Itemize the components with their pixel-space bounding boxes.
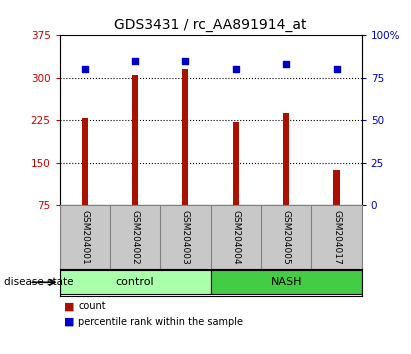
Bar	[182, 69, 189, 205]
Text: NASH: NASH	[270, 277, 302, 287]
Text: GSM204004: GSM204004	[231, 210, 240, 265]
Text: percentile rank within the sample: percentile rank within the sample	[78, 317, 243, 327]
Text: ■: ■	[64, 301, 74, 311]
Text: count: count	[78, 301, 106, 311]
Point	[182, 58, 189, 64]
Point	[132, 58, 139, 64]
Text: control: control	[116, 277, 155, 287]
Text: GSM204001: GSM204001	[80, 210, 89, 265]
Point	[333, 67, 340, 72]
Bar	[132, 75, 138, 205]
Text: GSM204017: GSM204017	[332, 210, 341, 265]
Bar	[82, 118, 88, 205]
Bar	[210, 270, 362, 294]
Text: GSM204005: GSM204005	[282, 210, 291, 265]
Point	[233, 67, 239, 72]
Title: GDS3431 / rc_AA891914_at: GDS3431 / rc_AA891914_at	[114, 18, 307, 32]
Text: GSM204002: GSM204002	[131, 210, 140, 265]
Point	[81, 67, 88, 72]
Bar	[60, 270, 211, 294]
Text: GSM204003: GSM204003	[181, 210, 190, 265]
Bar	[333, 170, 339, 205]
Text: ■: ■	[64, 317, 74, 327]
Bar	[283, 113, 289, 205]
Text: disease state: disease state	[4, 277, 74, 287]
Point	[283, 62, 289, 67]
Bar	[233, 122, 239, 205]
